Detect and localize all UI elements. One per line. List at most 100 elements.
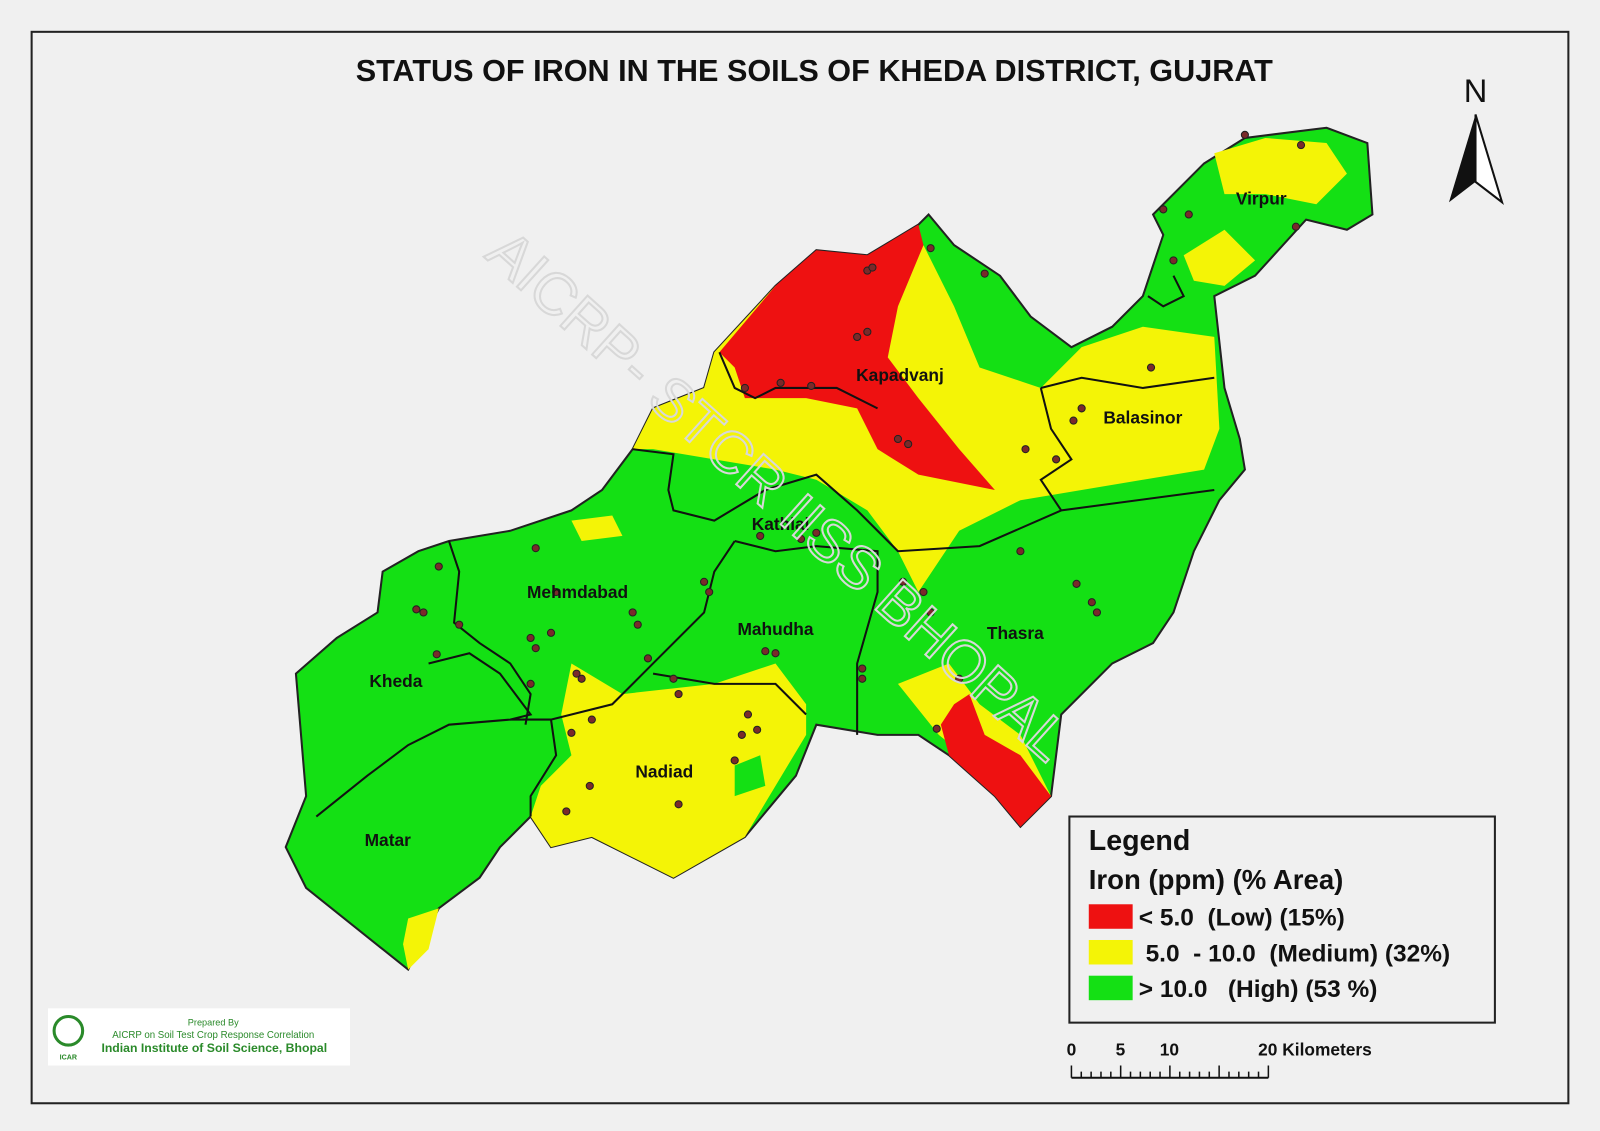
north-arrow-right [1474,114,1504,205]
district-label: Thasra [987,623,1044,643]
sample-point [562,807,571,816]
sample-point [926,608,935,617]
credit-line: Indian Institute of Soil Science, Bhopal [101,1041,327,1055]
sample-point [1077,404,1086,413]
sample-point [932,724,941,733]
legend-swatch [1088,939,1133,965]
sample-point [980,269,989,278]
medium-zone [403,908,439,970]
sample-point [1072,579,1081,588]
sample-point [567,728,576,737]
boundary [1039,387,1215,512]
sample-point [737,730,746,739]
legend-subtitle: Iron (ppm) (% Area) [1089,864,1344,895]
sample-point [434,562,443,571]
legend-box [1068,815,1496,1024]
sample-point [546,628,556,637]
boundary [1147,275,1186,308]
sample-point [412,605,421,614]
boundary [718,351,879,410]
sample-point [904,439,913,449]
sample-point [577,674,586,683]
north-label: N [1464,72,1488,109]
boundaries [315,275,1215,818]
sample-point [919,587,928,597]
sample-point [1092,608,1102,617]
boundary [448,540,532,725]
map-title: STATUS OF IRON IN THE SOILS OF KHEDA DIS… [356,54,1273,88]
sample-point [761,647,770,656]
district-label: Balasinor [1103,408,1182,428]
sample-point [526,679,535,688]
sample-point [858,674,867,683]
logo-mark [52,1014,85,1047]
district-outline [284,126,1374,972]
sample-point [643,654,653,663]
sample-point [531,644,540,653]
logo-text: ICAR [60,1053,77,1061]
scale-label: 10 [1160,1039,1179,1059]
sample-point [633,620,642,629]
sample-point [587,715,596,724]
boundary [734,540,879,735]
sample-point [1184,210,1193,219]
legend-swatch [1088,904,1133,929]
district-label: Mahudha [737,619,813,639]
district-label: Nadiad [635,762,693,782]
boundary [315,652,533,818]
sample-point [955,674,964,683]
scale-label: 20 Kilometers [1258,1039,1372,1059]
sample-point [674,800,683,809]
sample-point [753,725,762,734]
legend-swatch [1088,975,1133,1001]
medium-zone [571,515,623,542]
sample-point [898,577,908,586]
sample-point [700,577,709,586]
credit-line: Prepared By [188,1018,239,1028]
sample-point [1291,222,1300,231]
district-labels: Virpur Kapadvanj Balasinor Kathlal Mehmdabad… [365,188,1287,850]
sample-point [1021,445,1030,454]
credit-box [47,1008,351,1066]
sample-point [552,587,561,597]
sample-point [1087,598,1096,607]
sample-point [1069,416,1078,425]
sample-point [868,263,877,272]
medium-zone [1183,229,1256,286]
sample-point [1052,455,1061,464]
sample-point [771,649,780,658]
high-zone [734,755,766,797]
district-label: Kathlal [752,514,810,534]
district-label: Matar [365,830,411,850]
medium-zone [530,663,807,878]
medium-zone [1214,137,1347,205]
sample-point [419,608,428,617]
sample-point [776,378,785,387]
sample-point [863,327,872,336]
sample-point [812,528,821,537]
scale-label: 0 [1067,1039,1077,1059]
sample-point [526,633,535,643]
sample-point [1169,256,1178,265]
district-label: Virpur [1236,188,1287,208]
low-zones [719,224,1052,827]
sample-point [1159,205,1168,214]
boundary [652,672,807,716]
sample-point [730,756,739,765]
north-arrow-left [1448,114,1476,203]
sample-point [628,608,637,617]
boundary [1040,376,1215,389]
sample-point [740,383,749,393]
sample-point [926,244,935,253]
sample-point [1016,547,1025,556]
boundary [529,719,558,817]
sample-point [1146,363,1156,372]
sample-point [455,620,464,629]
legend-label: > 10.0 (High) (53 %) [1139,976,1378,1003]
sample-point [585,781,594,790]
district-label: Mehmdabad [527,582,628,602]
credit-line: AICRP on Soil Test Crop Response Correla… [112,1030,314,1041]
sample-point [432,650,441,659]
sample-point [1240,130,1249,139]
